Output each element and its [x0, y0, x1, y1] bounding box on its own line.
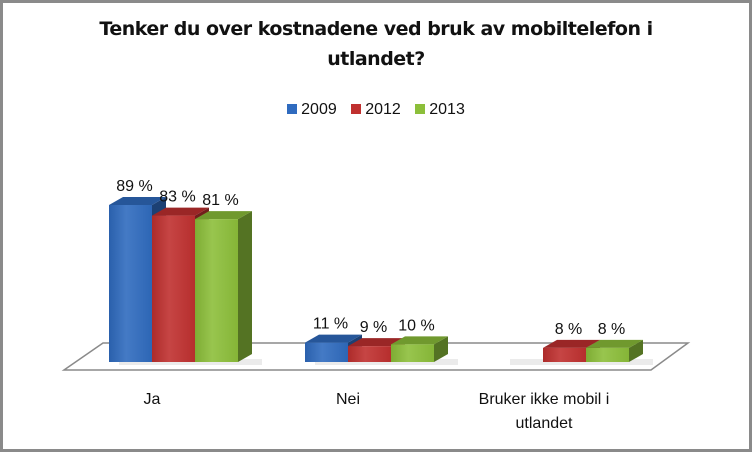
data-label-2013-2: 8 %: [598, 321, 626, 338]
bar-side-face: [434, 336, 448, 362]
legend-item-2013: 2013: [415, 101, 465, 119]
legend-label-2009: 2009: [301, 101, 337, 118]
data-label-2012-2: 8 %: [555, 321, 583, 338]
bar-top-face: [543, 339, 600, 348]
bar-top-face: [152, 207, 209, 216]
category-labels-group: Ja Nei Bruker ikke mobil i utlandet: [144, 391, 610, 432]
bar-front-face: [391, 344, 434, 362]
category-label-1: Nei: [336, 391, 360, 408]
data-label-2013-0: 81 %: [202, 192, 238, 209]
data-labels-group: 89 % 83 % 81 % 11 % 9 % 10 % 8 % 8 %: [116, 178, 625, 338]
bar-top-face: [195, 211, 252, 220]
category-label-0: Ja: [144, 391, 161, 408]
title-line-1: Tenker du over kostnadene ved bruk av mo…: [99, 18, 653, 40]
bar-side-face: [629, 339, 643, 362]
bar-front-face: [586, 347, 629, 362]
data-label-2009-0: 89 %: [116, 178, 152, 195]
bars-group: [109, 197, 653, 365]
legend-label-2013: 2013: [429, 101, 465, 118]
category-label-2: utlandet: [516, 415, 573, 432]
title-line-2: utlandet?: [327, 48, 425, 70]
bar-top-face: [391, 336, 448, 345]
legend-swatch-2013: [415, 104, 426, 114]
bar-front-face: [109, 205, 152, 362]
bar-top-face: [348, 338, 405, 347]
bar-front-face: [152, 215, 195, 362]
data-label-2013-1: 10 %: [398, 317, 434, 334]
legend-label-2012: 2012: [365, 101, 401, 118]
chart-title: Tenker du over kostnadene ved bruk av mo…: [60, 14, 692, 74]
bar-2013-0: [195, 211, 252, 362]
bar-2013-1: [391, 336, 448, 362]
bar-side-face: [238, 211, 252, 362]
legend-swatch-2009: [287, 104, 298, 114]
category-label-2: Bruker ikke mobil i: [479, 391, 610, 408]
legend-item-2009: 2009: [287, 101, 337, 119]
data-label-2012-0: 83 %: [159, 189, 195, 206]
bar-front-face: [543, 347, 586, 362]
legend-item-2012: 2012: [351, 101, 401, 119]
legend: 2009 2012 2013: [0, 101, 752, 119]
bar-top-face: [305, 334, 362, 343]
bar-front-face: [195, 219, 238, 362]
data-label-2012-1: 9 %: [360, 319, 388, 336]
legend-swatch-2012: [351, 104, 362, 114]
bar-front-face: [348, 346, 391, 362]
bar-2013-2: [586, 339, 643, 362]
bar-top-face: [586, 339, 643, 348]
bar-top-face: [109, 197, 166, 205]
bar-front-face: [305, 342, 348, 362]
data-label-2009-1: 11 %: [313, 316, 348, 333]
